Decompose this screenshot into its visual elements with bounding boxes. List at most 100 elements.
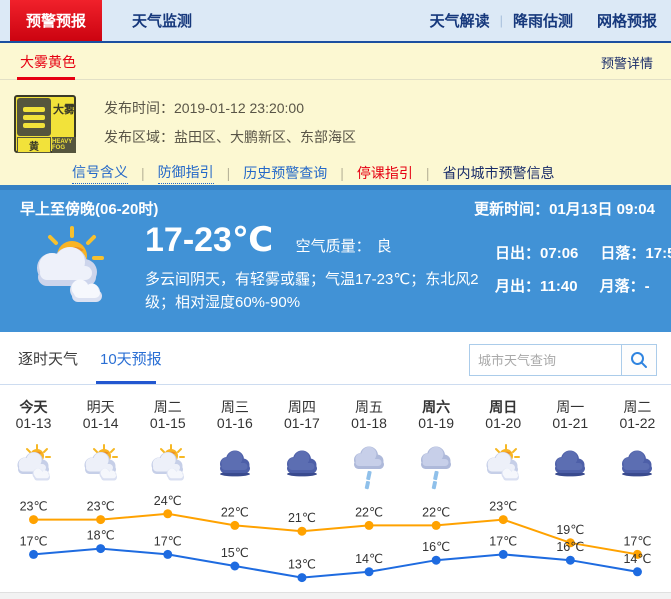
high-temp-label: 21℃ [288, 511, 316, 525]
nav-tab-warning-forecast[interactable]: 预警预报 [10, 0, 102, 41]
warning-panel: 大雾黄色 预警详情 大雾 黄 HEAVY FOG 发布时间：2019-01-12… [0, 43, 671, 185]
forecast-date[interactable]: 01-21 [552, 415, 589, 431]
low-temp-line [33, 547, 638, 579]
forecast-date[interactable]: 01-17 [284, 415, 320, 431]
link-province-city-warnings[interactable]: 省内城市预警信息 [442, 165, 555, 181]
forecast-date[interactable]: 01-20 [485, 415, 522, 431]
low-temp-label: 17℃ [154, 534, 182, 548]
warning-links-row: 信号含义 | 防御指引 | 历史预警查询 | 停课指引 | 省内城市预警信息 [72, 162, 555, 184]
low-temp-label: 16℃ [422, 540, 450, 554]
low-temp-label: 14℃ [623, 552, 651, 566]
link-class-suspension-guide[interactable]: 停课指引 [356, 165, 413, 181]
forecast-day-name[interactable]: 周四 [287, 399, 316, 415]
high-temp-label: 19℃ [556, 523, 584, 537]
high-temp-point [364, 520, 374, 530]
search-icon [631, 352, 647, 368]
tab-hourly-weather[interactable]: 逐时天气 [18, 351, 79, 368]
weather-description: 多云间阴天，有轻雾或霾；气温17-23℃；东北风2级；相对湿度60%-90% [145, 271, 479, 311]
light-rain-icon [403, 441, 470, 491]
forecast-day-name[interactable]: 周三 [220, 399, 249, 415]
link-defense-guide[interactable]: 防御指引 [157, 162, 214, 184]
low-temp-label: 17℃ [20, 534, 48, 548]
forecast-day-name[interactable]: 周二 [623, 399, 652, 415]
forecast-day-name[interactable]: 周五 [355, 399, 384, 415]
back-cloud-highlight [39, 247, 92, 280]
search-button[interactable] [621, 344, 657, 376]
forecast-date[interactable]: 01-13 [15, 415, 52, 431]
current-weather-main: 17-23℃ 空气质量：良 多云间阴天，有轻雾或霾；气温17-23℃；东北风2级… [145, 220, 490, 314]
forecast-date[interactable]: 01-16 [216, 415, 253, 431]
forecast-period: 早上至傍晚(06-20时) [20, 201, 159, 218]
nav-link-grid-forecast[interactable]: 网格预报 [596, 13, 657, 30]
day-name-row: 今天 明天 周二 周三 周四 周五 周六 周日 周一 周二 [0, 385, 671, 415]
low-temp-label: 18℃ [87, 529, 115, 543]
high-temp-point [565, 538, 575, 548]
high-temp-label: 22℃ [422, 505, 450, 519]
low-temp-point [96, 544, 106, 554]
partly-cloudy-icon [0, 441, 67, 491]
top-navbar: 预警预报 天气监测 天气解读 | 降雨估测 网格预报 [0, 0, 671, 43]
nav-link-weather-explain[interactable]: 天气解读 [429, 13, 490, 30]
nav-tab-weather-monitor[interactable]: 天气监测 [132, 13, 193, 30]
high-temp-point [96, 515, 106, 525]
publish-time-label: 发布时间： [104, 100, 174, 116]
date-row: 01-13 01-14 01-15 01-16 01-17 01-18 01-19 01-20… [0, 415, 671, 441]
forecast-day-name[interactable]: 周二 [153, 399, 182, 415]
fog-icon-level: 黄 [17, 137, 51, 153]
tab-ten-day-forecast[interactable]: 10天预报 [100, 351, 162, 368]
warning-title-underline [17, 77, 75, 80]
partly-cloudy-icon [134, 441, 201, 491]
air-quality: 空气质量：良 [295, 238, 392, 255]
forecast-day-name[interactable]: 周六 [422, 399, 451, 415]
publish-area-label: 发布区域： [104, 129, 174, 145]
link-history-warning-query[interactable]: 历史预警查询 [243, 165, 328, 181]
ten-day-forecast: 今天 明天 周二 周三 周四 周五 周六 周日 周一 周二 01-13 01-14 01-15 01-1… [0, 385, 671, 592]
forecast-date[interactable]: 01-15 [149, 415, 186, 431]
forecast-date[interactable]: 01-18 [351, 415, 387, 431]
high-temp-point [163, 509, 173, 519]
forecast-date[interactable]: 01-22 [619, 415, 656, 431]
high-temp-point [230, 520, 240, 530]
overcast-icon [537, 441, 604, 491]
heavy-fog-warning-icon: 大雾 黄 HEAVY FOG [14, 95, 76, 153]
temperature-chart: 23℃ 23℃ 24℃ 22℃ 21℃ 22℃ 22℃ 23℃ 19℃ 17℃ 17℃ 18℃ 17℃ 1… [0, 493, 671, 590]
forecast-day-name[interactable]: 周一 [556, 399, 585, 415]
overcast-icon [604, 441, 671, 491]
warning-title[interactable]: 大雾黄色 [20, 54, 76, 70]
current-weather-panel: 早上至傍晚(06-20时) 更新时间：01月13日 09:04 [0, 185, 671, 332]
high-temp-point [498, 515, 508, 525]
nav-links: 天气解读 | 降雨估测 网格预报 [430, 0, 671, 41]
light-rain-icon [335, 441, 402, 491]
low-temp-point [431, 555, 441, 565]
low-temp-label: 14℃ [355, 552, 383, 566]
high-temp-point [431, 520, 441, 530]
forecast-date[interactable]: 01-19 [418, 415, 455, 431]
forecast-day-name[interactable]: 明天 [86, 399, 115, 415]
overcast-icon [201, 441, 268, 491]
current-weather-icon [22, 220, 122, 315]
link-signal-meaning[interactable]: 信号含义 [72, 162, 128, 184]
low-temp-label: 15℃ [221, 546, 249, 560]
update-time: 更新时间：01月13日 09:04 [474, 201, 655, 218]
publish-time-value: 2019-01-12 23:20:00 [174, 100, 304, 116]
high-temp-label: 24℃ [154, 494, 182, 508]
low-temp-label: 17℃ [489, 534, 517, 548]
city-search-input[interactable] [469, 344, 621, 376]
partly-cloudy-icon [67, 441, 134, 491]
nav-link-rain-estimate[interactable]: 降雨估测 [512, 13, 573, 30]
high-temp-line [33, 512, 638, 556]
high-temp-point [29, 515, 39, 525]
front-cloud-highlight [71, 279, 100, 298]
high-temp-label: 23℃ [87, 500, 115, 514]
air-quality-value: 良 [376, 238, 392, 255]
high-temp-label: 23℃ [20, 500, 48, 514]
warning-details-link[interactable]: 预警详情 [600, 56, 653, 71]
forecast-day-name[interactable]: 今天 [19, 399, 48, 415]
partly-cloudy-icon [470, 441, 537, 491]
moonrise-time: 月出：11:40 [495, 278, 578, 295]
nav-separator: | [499, 13, 503, 28]
forecast-tabbar: 逐时天气 10天预报 [0, 332, 671, 385]
forecast-day-name[interactable]: 周日 [489, 399, 518, 415]
forecast-date[interactable]: 01-14 [82, 415, 119, 431]
